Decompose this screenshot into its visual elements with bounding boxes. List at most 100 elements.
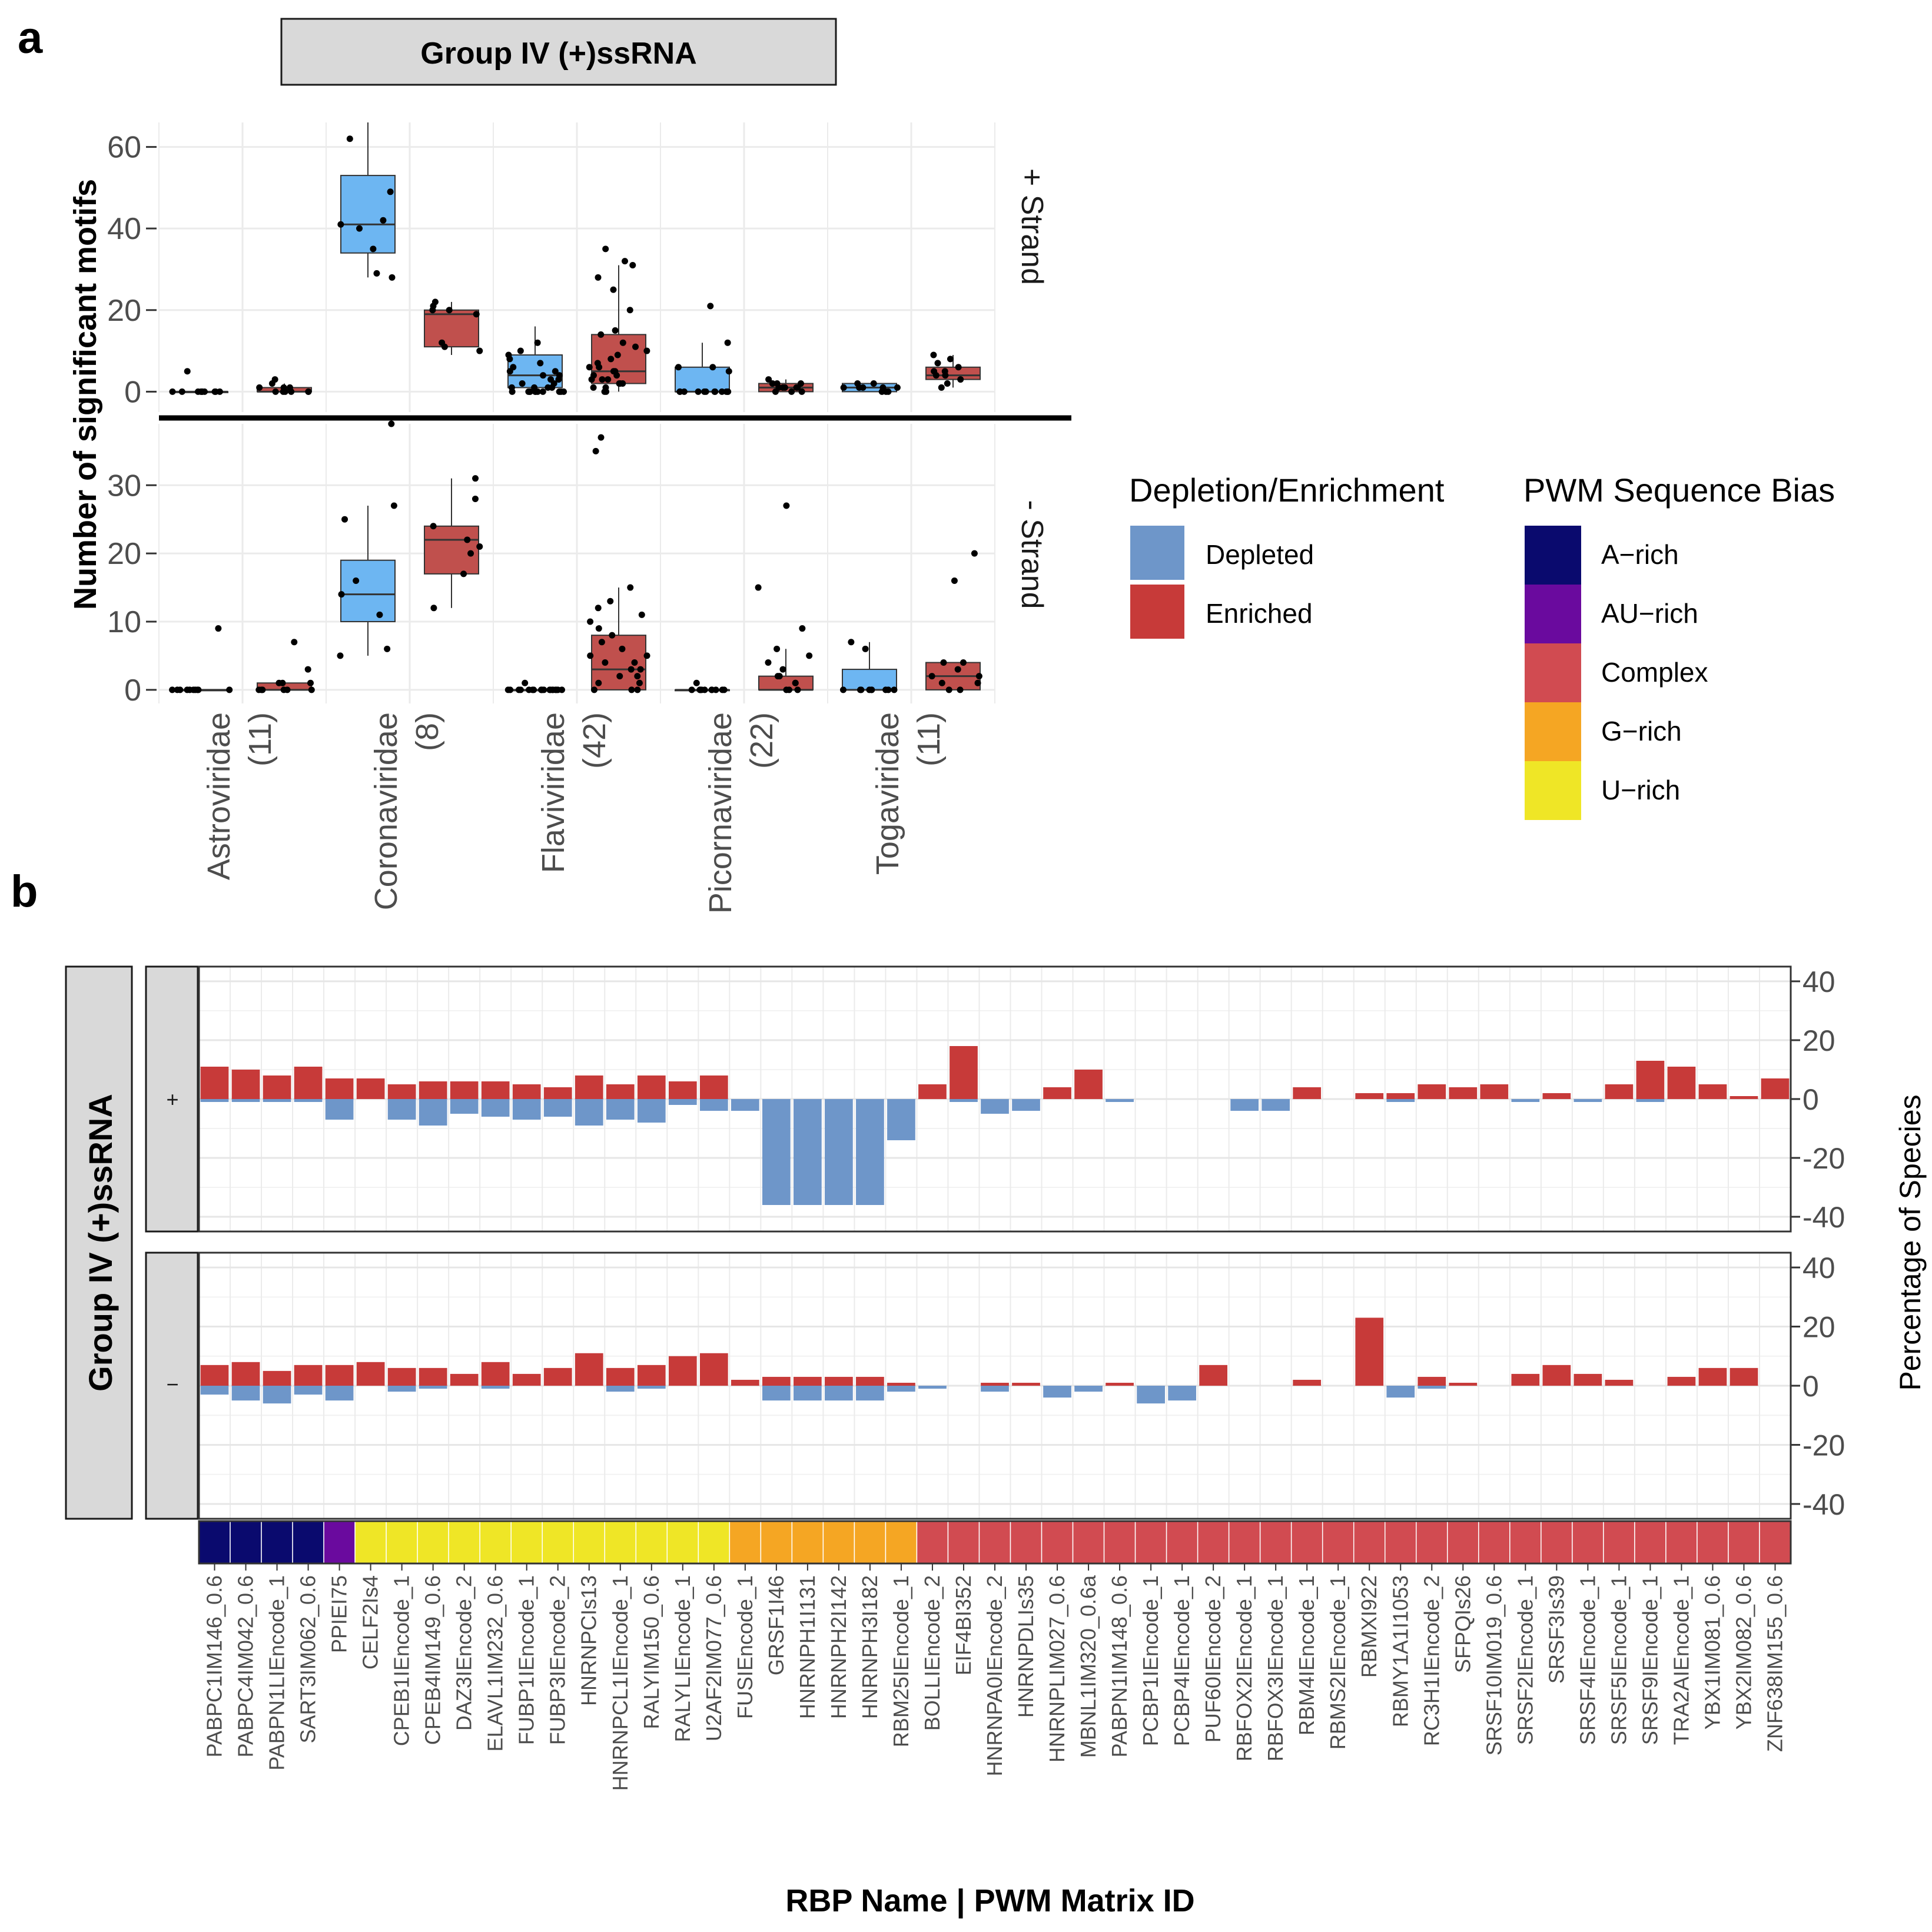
bar-enriched [1012,1382,1040,1386]
data-point [304,666,311,673]
data-point [792,679,799,686]
bar-enriched [1542,1365,1571,1386]
bar-depleted [575,1099,603,1126]
data-point [430,303,437,310]
data-point [590,384,597,391]
data-point [629,262,636,269]
data-point [595,605,602,612]
rbp-label: PABPN1IM148_0.6 [1107,1575,1131,1758]
bar-enriched [543,1367,572,1386]
rbp-label: RBM25IEncode_1 [889,1575,913,1747]
bias-tile [1228,1521,1261,1564]
bar-enriched [1199,1365,1227,1386]
bias-tile-strip [198,1520,1792,1565]
rbp-label: U2AF2IM077_0.6 [702,1575,726,1741]
data-point [765,376,772,383]
data-point [721,686,728,693]
y-tick-label: 40 [1802,965,1835,998]
data-point [631,659,638,666]
bias-tile [1072,1521,1105,1564]
bar-depleted [731,1099,759,1111]
y-tick-label: 10 [107,605,141,639]
data-point [634,673,641,680]
bar-enriched [825,1376,853,1386]
data-point [711,388,718,395]
data-point [308,686,315,693]
bar-enriched [1386,1093,1415,1099]
data-point [960,659,967,666]
y-tick-label: 0 [124,673,141,708]
bar-depleted [419,1099,447,1126]
bar-enriched [1074,1070,1103,1099]
y-tick-label: 0 [124,375,141,409]
data-point [627,584,634,591]
data-point [628,666,635,673]
data-point [430,605,437,612]
bar-depleted [825,1099,853,1205]
bar-enriched [450,1081,479,1099]
bar-enriched [200,1365,229,1386]
data-point [389,274,396,281]
bias-tile [1447,1521,1479,1564]
data-point [695,388,702,395]
bias-tile [666,1521,699,1564]
data-point [856,384,863,391]
data-point [839,686,847,693]
data-point [602,245,609,253]
bar-enriched [1667,1067,1696,1099]
bar-depleted [1043,1386,1071,1398]
bar-depleted [1106,1099,1134,1102]
rbp-label: SRSF3Is39 [1544,1575,1568,1684]
data-point [891,686,898,693]
rbp-label: YBX2IM082_0.6 [1731,1575,1755,1729]
data-point [848,639,855,646]
bar-enriched [1729,1096,1758,1099]
data-point [525,388,532,395]
data-point [774,645,781,652]
family-name-label: Flaviviridae [536,712,571,873]
bar-enriched [512,1373,541,1386]
data-point [370,245,377,253]
bias-tile [323,1521,356,1564]
bar-enriched [1667,1376,1696,1386]
rbp-label: RBMXI922 [1357,1575,1381,1678]
data-point [619,339,626,346]
bar-depleted [325,1099,354,1120]
bar-enriched [481,1362,510,1386]
bar-enriched [450,1373,479,1386]
bar-enriched [950,1046,978,1099]
data-point [169,686,176,693]
bar-depleted [231,1099,260,1102]
rbp-label: HNRNPLIM027_0.6 [1045,1575,1069,1762]
rbp-label: ELAVL1IM232_0.6 [483,1575,507,1752]
data-point [280,686,287,693]
rbp-label: DAZ3IEncode_2 [452,1575,476,1731]
bar-depleted [1386,1386,1415,1398]
bar-enriched [356,1078,385,1099]
data-point [587,652,594,659]
data-point [258,686,265,693]
bias-tile [1697,1521,1729,1564]
bar-enriched [1418,1084,1446,1099]
legend-au-rich-label: AU−rich [1601,598,1698,629]
data-point [788,388,795,395]
rbp-label: YBX1IM081_0.6 [1700,1575,1724,1729]
bias-tile [573,1521,606,1564]
data-point [515,686,522,693]
bias-tile [354,1521,387,1564]
bar-depleted [419,1386,447,1389]
data-point [894,384,901,391]
bar-enriched [1355,1317,1384,1386]
y-tick-label: 20 [1802,1024,1835,1057]
facet-strip-plus [145,965,199,1233]
bar-enriched [387,1367,416,1386]
data-point [476,543,483,550]
panel-b-y-title: Percentage of Species [1894,1094,1927,1390]
bias-tile [448,1521,480,1564]
bar-depleted [825,1386,853,1401]
data-point [190,686,197,693]
bias-tile [1759,1521,1791,1564]
bar-enriched [762,1376,791,1386]
data-point [256,384,263,391]
data-point [870,380,877,387]
